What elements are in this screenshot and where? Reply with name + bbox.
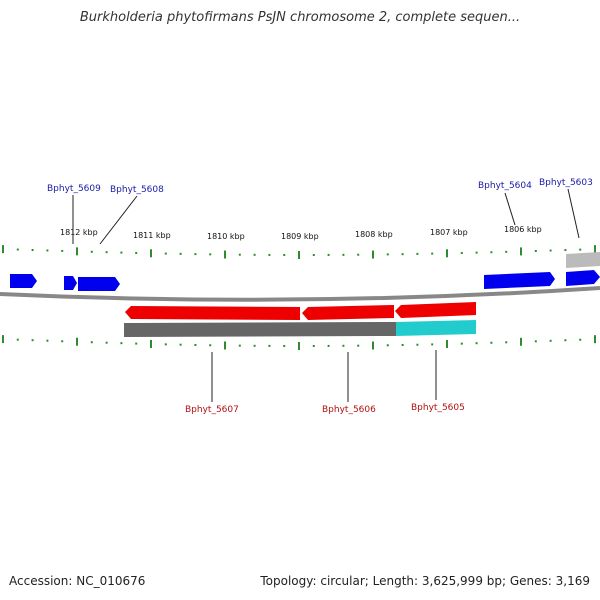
reverse-gene-arrow[interactable] <box>395 302 476 318</box>
cds-band <box>124 322 396 337</box>
gene-label-forward[interactable]: Bphyt_5608 <box>110 185 164 195</box>
gene-label-forward[interactable]: Bphyt_5609 <box>47 184 101 194</box>
forward-gene-arrow[interactable] <box>78 277 120 291</box>
genome-summary-text: Topology: circular; Length: 3,625,999 bp… <box>260 574 590 588</box>
ruler-label: 1806 kbp <box>504 225 542 234</box>
genome-backbone <box>0 286 600 302</box>
gene-label-reverse[interactable]: Bphyt_5607 <box>185 405 239 415</box>
ruler-labels: 1812 kbp 1811 kbp 1810 kbp 1809 kbp 1808… <box>60 225 542 241</box>
gene-label-reverse[interactable]: Bphyt_5606 <box>322 405 376 415</box>
forward-gene-shadow <box>566 252 600 268</box>
forward-gene-arrow[interactable] <box>566 270 600 286</box>
gene-label-forward[interactable]: Bphyt_5603 <box>539 178 593 188</box>
gene-label-reverse[interactable]: Bphyt_5605 <box>411 403 465 413</box>
gene-labels: Bphyt_5609 Bphyt_5608 Bphyt_5604 Bphyt_5… <box>47 178 593 415</box>
label-leader-lines <box>72 188 580 402</box>
upper-tick-row <box>2 245 596 259</box>
forward-gene-arrow[interactable] <box>484 272 555 289</box>
lower-tick-row <box>2 335 596 350</box>
ruler-label: 1810 kbp <box>207 232 245 241</box>
reverse-gene-arrow[interactable] <box>302 305 394 320</box>
feature-bands <box>124 320 476 337</box>
ruler-label: 1809 kbp <box>281 232 319 241</box>
ruler-label: 1812 kbp <box>60 228 98 237</box>
forward-gene-arrow[interactable] <box>10 274 37 288</box>
gene-label-forward[interactable]: Bphyt_5604 <box>478 181 532 191</box>
ruler-label: 1808 kbp <box>355 230 393 239</box>
forward-gene-arrow[interactable] <box>64 276 77 290</box>
ruler-label: 1807 kbp <box>430 228 468 237</box>
map-title: Burkholderia phytofirmans PsJN chromosom… <box>79 10 521 25</box>
rna-band <box>396 320 476 336</box>
reverse-gene-arrow[interactable] <box>125 306 300 320</box>
ruler-label: 1811 kbp <box>133 231 171 240</box>
accession-text: Accession: NC_010676 <box>9 574 146 588</box>
forward-strand-genes <box>10 252 600 291</box>
reverse-strand-genes <box>125 302 476 320</box>
